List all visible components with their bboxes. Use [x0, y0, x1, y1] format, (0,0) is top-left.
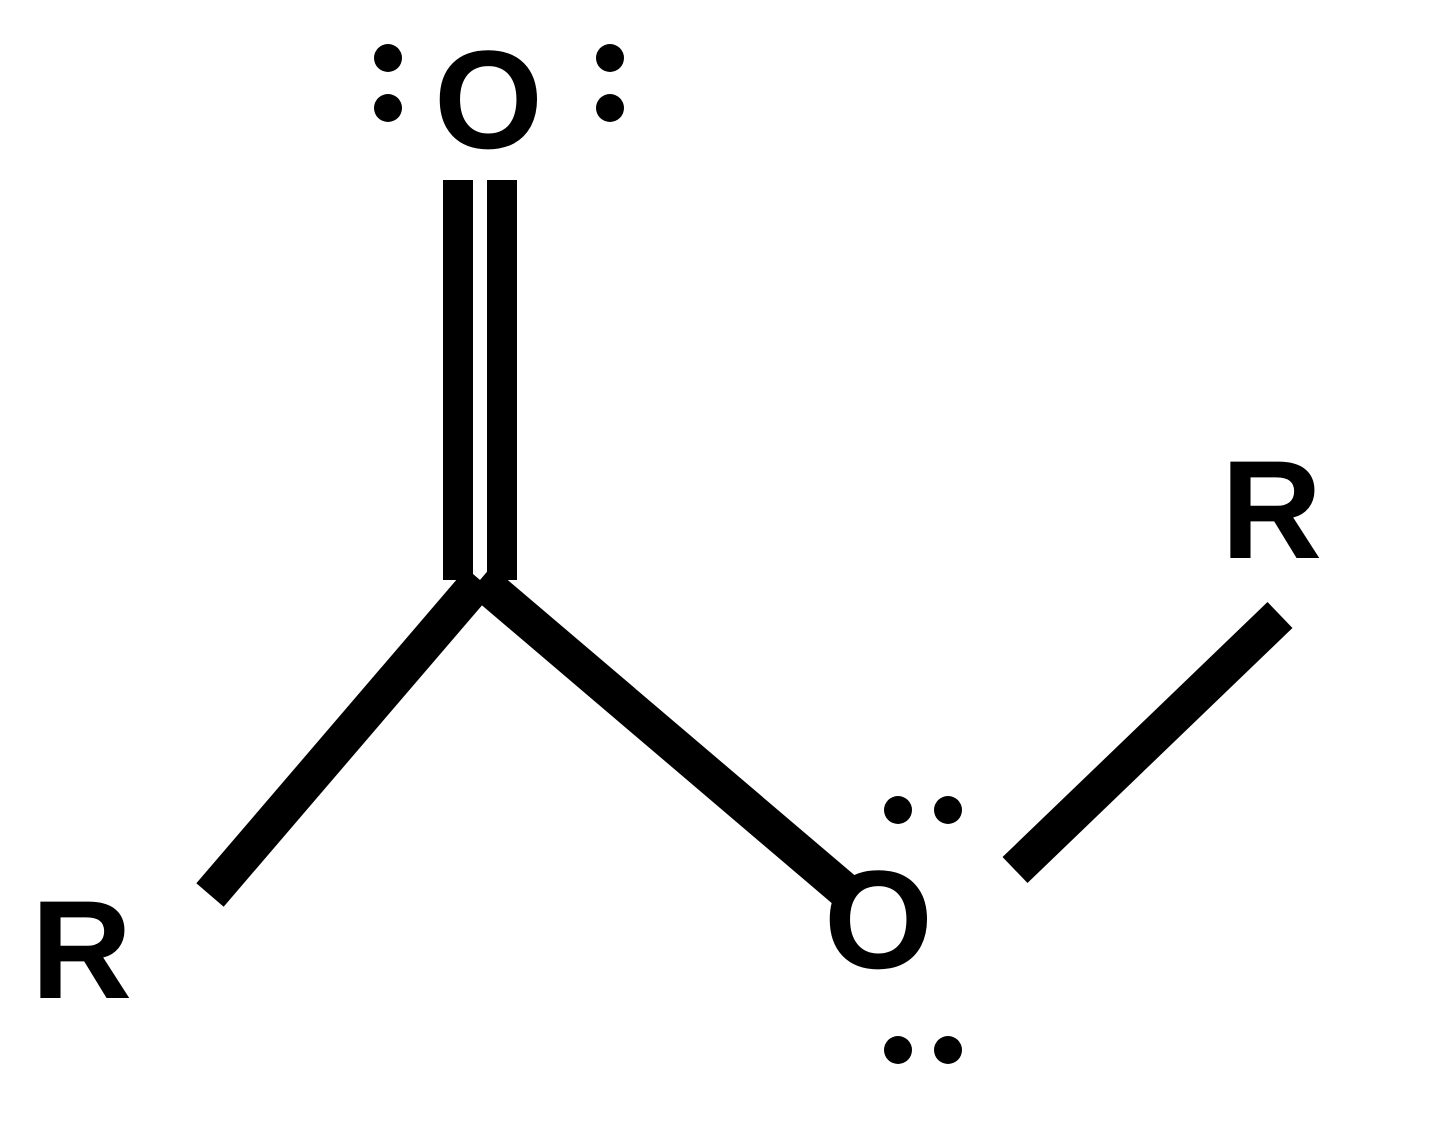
chemical-structure-diagram: O O R R	[0, 0, 1440, 1139]
bond-c-o-ether	[480, 580, 850, 895]
lone-pair-dot	[374, 94, 402, 122]
lone-pair-dot	[884, 796, 912, 824]
lone-pair-dot	[934, 1036, 962, 1064]
lone-pair-dot	[374, 44, 402, 72]
lone-pair-dot	[934, 796, 962, 824]
r-group-right-label: R	[1221, 440, 1322, 580]
bond-o-r-right	[1015, 615, 1280, 870]
bond-c-r-left	[210, 580, 480, 895]
lone-pair-dot	[596, 44, 624, 72]
r-group-left-label: R	[31, 880, 132, 1020]
lone-pair-dot	[596, 94, 624, 122]
lone-pair-dot	[884, 1036, 912, 1064]
ether-oxygen-label: O	[824, 850, 933, 990]
carbonyl-oxygen-label: O	[434, 30, 543, 170]
